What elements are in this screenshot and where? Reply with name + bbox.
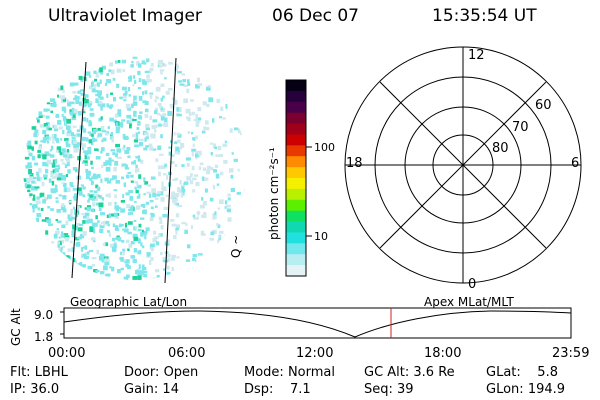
strip-xtick-0000: 00:00: [48, 346, 86, 361]
mlt-label-6: 6: [571, 156, 580, 171]
meridian-line: [71, 61, 87, 279]
info-glat: GLat: 5.8: [486, 365, 558, 380]
instrument-title: Ultraviolet Imager: [48, 6, 202, 26]
date-label: 06 Dec 07: [272, 6, 359, 26]
info-ip: IP: 36.0: [10, 382, 60, 397]
meridian-line: [164, 57, 177, 284]
info-gc-alt: GC Alt: 3.6 Re: [364, 365, 455, 380]
lat-label-80: 80: [492, 141, 509, 156]
strip-ytick-top: 9.0: [34, 308, 54, 322]
strip-xtick-1800: 18:00: [424, 346, 462, 361]
time-label: 15:35:54 UT: [432, 6, 537, 26]
mlt-label-0: 0: [468, 277, 477, 292]
info-door: Door: Open: [124, 365, 199, 380]
info-dsp: Dsp: 7.1: [244, 382, 311, 397]
altitude-curve: [63, 310, 572, 338]
info-gain: Gain: 14: [124, 382, 179, 397]
colorbar-gradient: [286, 80, 306, 277]
strip-xtick-2359: 23:59: [552, 346, 590, 361]
strip-right-title: Apex MLat/MLT: [424, 295, 514, 309]
emission-pixels: [23, 56, 247, 280]
lat-label-60: 60: [535, 98, 552, 113]
info-mode: Mode: Normal: [244, 365, 335, 380]
strip-frame: [63, 307, 572, 339]
info-flt: Flt: LBHL: [10, 365, 68, 380]
colorbar-tick-100: 100: [314, 141, 335, 154]
strip-ytick-bottom: 1.8: [34, 330, 54, 344]
colorbar-tick-10: 10: [314, 230, 328, 243]
mlt-label-18: 18: [346, 156, 363, 171]
mlt-label-12: 12: [468, 48, 485, 63]
info-seq: Seq: 39: [364, 382, 414, 397]
strip-left-title: Geographic Lat/Lon: [70, 295, 188, 309]
info-glon: GLon: 194.9: [486, 382, 566, 397]
mlt-diagonal: [379, 81, 547, 249]
strip-xtick-0600: 06:00: [168, 346, 206, 361]
lat-label-70: 70: [512, 120, 529, 135]
strip-xtick-1200: 12:00: [296, 346, 334, 361]
